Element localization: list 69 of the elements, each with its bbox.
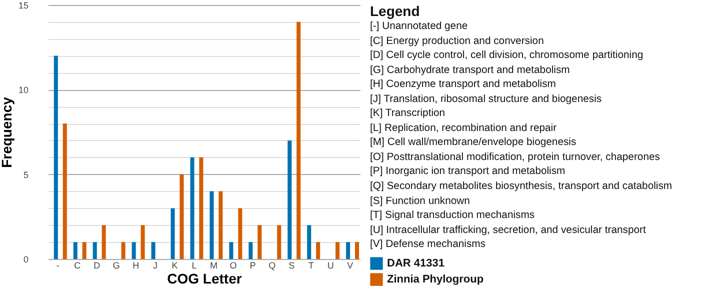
bar bbox=[258, 225, 262, 259]
x-tick-label: O bbox=[230, 260, 237, 270]
legend-title: Legend bbox=[370, 2, 421, 20]
bar bbox=[92, 242, 97, 259]
bar bbox=[180, 174, 184, 259]
x-tick-label: S bbox=[288, 260, 295, 270]
bar bbox=[218, 191, 223, 259]
bar bbox=[62, 124, 67, 259]
text: [L] Replication, recombination and repair bbox=[370, 122, 558, 136]
x-tick-label: J bbox=[153, 260, 158, 270]
bar bbox=[277, 225, 282, 259]
bar bbox=[190, 157, 194, 259]
x-tick-label: D bbox=[94, 260, 101, 270]
text: [G] Carbohydrate transport and metabolism bbox=[370, 64, 571, 78]
bar bbox=[316, 242, 320, 259]
x-tick-label: M bbox=[210, 260, 218, 270]
x-axis-title: COG Letter bbox=[167, 270, 242, 286]
text: [-] Unannotated gene bbox=[370, 20, 469, 34]
x-tick-label: - bbox=[56, 260, 60, 270]
y-tick-label: 10 bbox=[18, 85, 28, 96]
text: [J] Translation, ribosomal structure and biogenesis bbox=[370, 92, 603, 107]
text: [V] Defense mechanisms bbox=[370, 238, 486, 252]
x-tick-label: K bbox=[172, 260, 178, 270]
bar bbox=[288, 140, 292, 259]
bar bbox=[199, 157, 204, 259]
x-tick-label: C bbox=[74, 260, 82, 270]
x-tick-label: Q bbox=[268, 260, 276, 270]
text: [S] Function unknown bbox=[370, 194, 471, 209]
x-tick-label: T bbox=[308, 260, 314, 270]
y-axis-title: Frequency bbox=[0, 96, 14, 168]
bar bbox=[140, 225, 145, 259]
bar bbox=[354, 242, 360, 259]
text: [H] Coenzyme transport and metabolism bbox=[370, 78, 557, 92]
text: [U] Intracellular trafficking, secretion, and vesicular transport bbox=[370, 224, 647, 238]
bar bbox=[346, 242, 350, 259]
x-tick-label: H bbox=[132, 260, 140, 270]
bar bbox=[151, 242, 156, 259]
text: [Q] Secondary metabolites biosynthesis, transport and catabolism bbox=[370, 180, 672, 194]
x-tick-label: P bbox=[250, 260, 256, 270]
text: [P] Inorganic ion transport and metabolism bbox=[370, 165, 566, 180]
text: [C] Energy production and conversion bbox=[370, 34, 545, 49]
bar bbox=[102, 225, 106, 259]
bar bbox=[121, 242, 126, 259]
text: [M] Cell wall/membrane/envelope biogenesis bbox=[370, 136, 578, 150]
y-tick-label: 0 bbox=[23, 254, 28, 264]
x-tick-label: G bbox=[112, 260, 120, 270]
text: [T] Signal transduction mechanisms bbox=[370, 209, 536, 224]
bar bbox=[73, 242, 78, 259]
bar bbox=[54, 56, 58, 259]
bar bbox=[248, 242, 253, 259]
bar bbox=[238, 208, 242, 259]
x-tick-label: U bbox=[327, 260, 334, 270]
bar bbox=[82, 242, 86, 259]
bar bbox=[229, 242, 234, 259]
text: [D] Cell cycle control, cell division, chromosome partitioning bbox=[370, 49, 644, 64]
bar bbox=[132, 242, 136, 259]
bar bbox=[296, 22, 301, 259]
y-tick-label: 15 bbox=[18, 0, 28, 10]
x-tick-label: V bbox=[347, 260, 354, 270]
bar bbox=[210, 191, 214, 259]
legend-label: Zinnia Phylogroup bbox=[387, 274, 484, 286]
bar bbox=[170, 208, 175, 259]
text: [O] Posttranslational modification, protein turnover, chaperones bbox=[370, 150, 661, 165]
bar bbox=[336, 242, 340, 259]
legend-label: DAR 41331 bbox=[387, 258, 444, 270]
text: [K] Transcription bbox=[370, 107, 446, 122]
bar bbox=[307, 225, 312, 259]
y-tick-label: 5 bbox=[23, 170, 28, 180]
x-tick-label: L bbox=[192, 260, 197, 270]
